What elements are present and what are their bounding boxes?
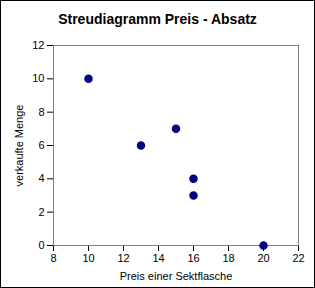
svg-text:6: 6 xyxy=(38,139,44,151)
svg-text:10: 10 xyxy=(82,252,94,264)
svg-text:4: 4 xyxy=(38,172,44,184)
svg-text:2: 2 xyxy=(38,206,44,218)
svg-text:14: 14 xyxy=(152,252,164,264)
svg-text:12: 12 xyxy=(117,252,129,264)
svg-text:22: 22 xyxy=(292,252,304,264)
svg-text:12: 12 xyxy=(32,39,44,51)
svg-text:0: 0 xyxy=(38,239,44,251)
svg-text:18: 18 xyxy=(222,252,234,264)
svg-text:Preis einer Sektflasche: Preis einer Sektflasche xyxy=(120,270,233,282)
svg-text:8: 8 xyxy=(50,252,56,264)
svg-text:20: 20 xyxy=(257,252,269,264)
svg-text:verkaufte Menge: verkaufte Menge xyxy=(13,105,25,187)
svg-text:16: 16 xyxy=(187,252,199,264)
svg-text:8: 8 xyxy=(38,106,44,118)
svg-text:10: 10 xyxy=(32,72,44,84)
html-text:Streudiagramm Preis - Absatz: Streudiagramm Preis - Absatz xyxy=(58,11,257,27)
